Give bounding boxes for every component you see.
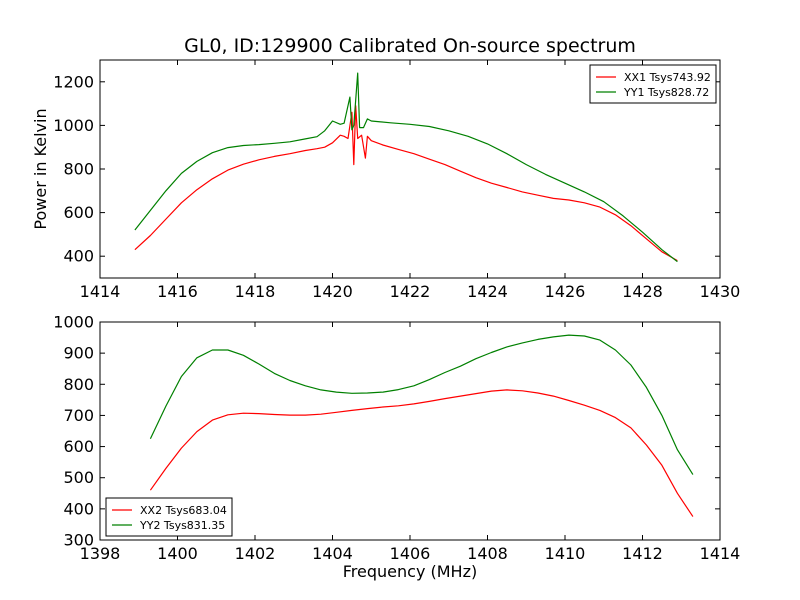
series-line-2: [134, 72, 678, 263]
y-tick-label: 400: [63, 247, 94, 266]
x-tick-label: 1408: [467, 544, 508, 563]
x-tick-label: 1416: [157, 282, 198, 301]
x-tick-label: 1420: [312, 282, 353, 301]
chart-title: GL0, ID:129900 Calibrated On-source spec…: [184, 35, 636, 57]
y-tick-label: 800: [63, 160, 94, 179]
legend-box: [105, 497, 233, 537]
y-tick-label: 500: [63, 468, 94, 487]
legend-label-2: YY2 Tsys831.35: [139, 519, 225, 532]
legend-label-1: XX1 Tsys743.92: [624, 71, 711, 84]
y-tick-label: 800: [63, 375, 94, 394]
x-tick-label: 1430: [700, 282, 741, 301]
legend: XX2 Tsys683.04 YY2 Tsys831.35: [105, 497, 233, 537]
y-tick-label: 300: [63, 531, 94, 550]
x-tick-label: 1424: [467, 282, 508, 301]
y-tick-label: 1200: [53, 72, 94, 91]
x-tick-label: 1414: [700, 544, 741, 563]
y-tick-label: 1000: [53, 116, 94, 135]
y-tick-label: 400: [63, 499, 94, 518]
x-tick-label: 1400: [157, 544, 198, 563]
x-tick-label: 1410: [545, 544, 586, 563]
x-tick-label: 1428: [622, 282, 663, 301]
series-line-1: [149, 389, 694, 517]
x-axis-label: Frequency (MHz): [343, 562, 477, 581]
legend-label-2: YY1 Tsys828.72: [623, 86, 709, 99]
y-tick-label: 1000: [53, 313, 94, 332]
x-tick-label: 1398: [80, 544, 121, 563]
x-tick-label: 1414: [80, 282, 121, 301]
chart-2: 1398 1400 1402 1404 1406 1408 1410 1412 1414 300 4…: [53, 313, 740, 582]
legend-label-1: XX2 Tsys683.04: [140, 504, 227, 517]
x-tick-label: 1412: [622, 544, 663, 563]
chart-1: 1414 1416 1418 1420 1422 1424 1426 1428 1430 400 6…: [31, 35, 740, 301]
x-tick-label: 1422: [390, 282, 431, 301]
x-tick-label: 1426: [545, 282, 586, 301]
series-line-2: [149, 334, 694, 475]
x-tick-label: 1406: [390, 544, 431, 563]
x-tick-label: 1402: [235, 544, 276, 563]
legend: XX1 Tsys743.92 YY1 Tsys828.72: [589, 64, 717, 104]
y-tick-label: 600: [63, 203, 94, 222]
series-line-1: [134, 105, 678, 262]
legend-box: [589, 64, 717, 104]
x-tick-label: 1404: [312, 544, 353, 563]
y-tick-label: 900: [63, 344, 94, 363]
y-axis-label: Power in Kelvin: [31, 108, 50, 229]
x-tick-label: 1418: [235, 282, 276, 301]
y-tick-label: 700: [63, 406, 94, 425]
y-tick-label: 600: [63, 437, 94, 456]
